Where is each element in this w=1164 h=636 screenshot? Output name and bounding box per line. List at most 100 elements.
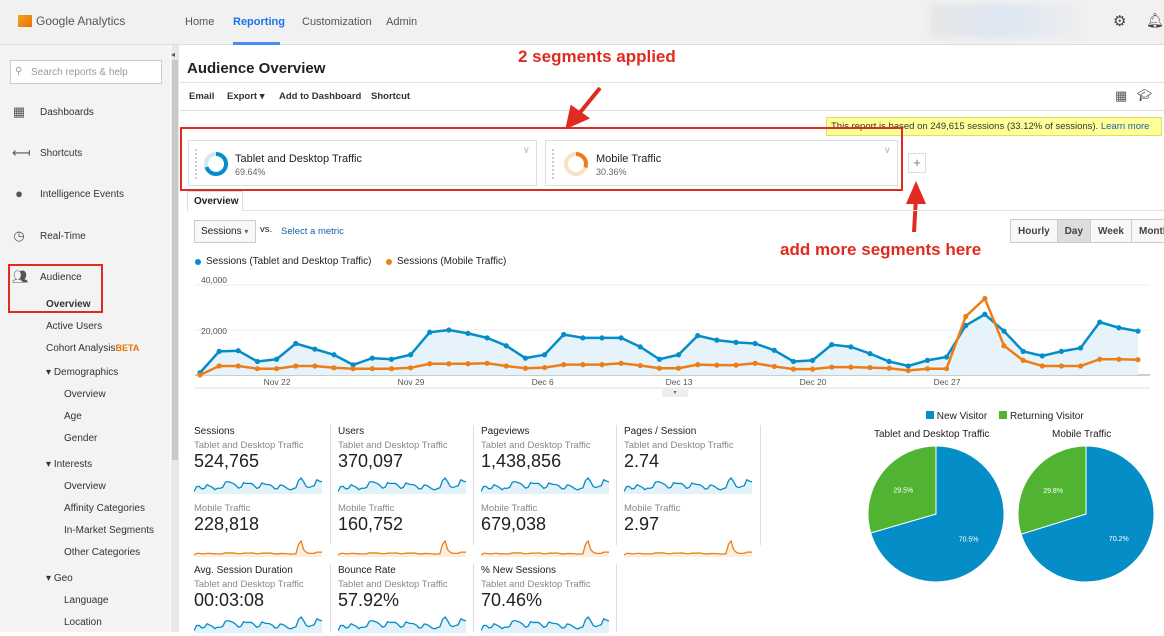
data-point[interactable]	[427, 361, 433, 367]
data-point[interactable]	[350, 362, 356, 368]
sidebar-active-users[interactable]: Active Users	[46, 321, 103, 332]
data-point[interactable]	[829, 364, 835, 370]
data-point[interactable]	[905, 363, 911, 369]
data-point[interactable]	[848, 364, 854, 370]
data-point[interactable]	[561, 362, 567, 368]
data-point[interactable]	[235, 363, 241, 369]
data-point[interactable]	[580, 362, 586, 368]
data-point[interactable]	[924, 366, 931, 372]
sidebar-demographics[interactable]: ▾ Demographics	[46, 367, 119, 378]
data-point[interactable]	[541, 352, 548, 358]
legend-mobile[interactable]: Sessions (Mobile Traffic)	[386, 256, 506, 267]
sidebar-location[interactable]: Location	[64, 617, 102, 628]
data-point[interactable]	[561, 331, 567, 338]
data-point[interactable]	[407, 365, 414, 371]
sidebar-audience-overview[interactable]: Overview	[46, 299, 91, 310]
chart-resize-handle[interactable]: ▾	[662, 389, 688, 397]
data-point[interactable]	[369, 355, 375, 361]
data-point[interactable]	[809, 357, 816, 363]
sidebar-interests[interactable]: ▾ Interests	[46, 459, 93, 470]
data-point[interactable]	[465, 330, 471, 336]
sidebar-item-intelligence-events[interactable]: ● Intelligence Events	[12, 187, 124, 201]
segment-card-tablet-desktop[interactable]: Tablet and Desktop Traffic 69.64% ∨	[188, 140, 537, 186]
pie-slice-new-visitor[interactable]	[870, 445, 1005, 583]
sidebar-other-categories[interactable]: Other Categories	[64, 547, 141, 558]
data-point[interactable]	[369, 366, 375, 372]
data-point[interactable]	[943, 354, 950, 360]
sidebar-cohort-analysis[interactable]: Cohort AnalysisBETA	[46, 343, 139, 354]
sidebar-item-shortcuts[interactable]: ⟻ Shortcuts	[12, 146, 82, 160]
metric-bounce-rate[interactable]: Bounce Rate Tablet and Desktop Traffic 5…	[337, 565, 478, 636]
data-point[interactable]	[714, 337, 720, 343]
learn-more-link[interactable]: Learn more	[1100, 121, 1150, 132]
legend-tablet-desktop[interactable]: Sessions (Tablet and Desktop Traffic)	[195, 256, 371, 267]
data-point[interactable]	[541, 364, 548, 371]
hourly-button[interactable]: Hourly	[1011, 220, 1057, 242]
day-button[interactable]: Day	[1056, 220, 1091, 242]
sidebar-age[interactable]: Age	[64, 411, 82, 422]
nav-home[interactable]: Home	[185, 16, 215, 28]
data-point[interactable]	[407, 352, 414, 358]
data-point[interactable]	[503, 343, 509, 349]
data-point[interactable]	[1020, 357, 1026, 363]
data-point[interactable]	[446, 327, 452, 333]
chevron-down-icon[interactable]: ∨	[883, 145, 891, 156]
sidebar-language[interactable]: Language	[64, 595, 109, 606]
week-button[interactable]: Week	[1090, 220, 1131, 242]
data-point[interactable]	[1116, 356, 1122, 362]
data-point[interactable]	[312, 346, 318, 352]
data-point[interactable]	[503, 363, 509, 369]
data-point[interactable]	[618, 335, 624, 341]
data-point[interactable]	[197, 372, 203, 378]
data-point[interactable]	[1039, 363, 1045, 369]
data-point[interactable]	[790, 366, 797, 372]
data-point[interactable]	[656, 365, 663, 371]
data-point[interactable]	[1077, 345, 1084, 351]
data-point[interactable]	[312, 363, 318, 369]
data-point[interactable]	[1097, 356, 1103, 362]
data-point[interactable]	[1001, 328, 1007, 334]
data-point[interactable]	[599, 362, 605, 368]
metric-sessions[interactable]: Sessions Tablet and Desktop Traffic 524,…	[193, 426, 334, 560]
data-point[interactable]	[254, 366, 261, 372]
data-point[interactable]	[465, 361, 471, 367]
sidebar-affinity[interactable]: Affinity Categories	[64, 503, 145, 514]
legend-returning-visitor[interactable]: Returning Visitor	[999, 411, 1084, 422]
data-point[interactable]	[1039, 353, 1045, 359]
data-point[interactable]	[484, 360, 490, 366]
data-point[interactable]	[1135, 357, 1141, 363]
nav-admin[interactable]: Admin	[386, 16, 418, 28]
tab-overview[interactable]: Overview	[187, 191, 243, 211]
sidebar-item-audience[interactable]: 👥︎ Audience	[12, 270, 82, 284]
data-point[interactable]	[235, 348, 241, 354]
data-point[interactable]	[675, 352, 682, 358]
data-point[interactable]	[1077, 363, 1084, 369]
search-input[interactable]: Search reports & help	[10, 60, 162, 84]
pie-slice-returning-visitor[interactable]	[1017, 445, 1087, 535]
data-point[interactable]	[618, 360, 624, 366]
data-point[interactable]	[809, 366, 816, 372]
sidebar-interests-overview[interactable]: Overview	[64, 481, 106, 492]
ga-logo[interactable]: Google Analytics	[18, 14, 125, 28]
data-point[interactable]	[331, 365, 337, 371]
data-point[interactable]	[1058, 363, 1065, 369]
data-point[interactable]	[388, 366, 395, 372]
data-point[interactable]	[273, 366, 280, 372]
data-point[interactable]	[254, 358, 261, 365]
data-point[interactable]	[1116, 325, 1122, 331]
legend-new-visitor[interactable]: New Visitor	[926, 411, 987, 422]
data-point[interactable]	[522, 365, 529, 371]
data-point[interactable]	[331, 352, 337, 358]
sidebar-item-real-time[interactable]: ◷ Real-Time	[12, 229, 85, 243]
data-point[interactable]	[216, 363, 222, 369]
data-point[interactable]	[1097, 319, 1103, 325]
data-point[interactable]	[1001, 343, 1007, 349]
data-point[interactable]	[924, 357, 931, 363]
data-point[interactable]	[695, 362, 701, 368]
add-segment-button[interactable]: +	[908, 153, 926, 173]
data-point[interactable]	[771, 363, 777, 370]
data-point[interactable]	[293, 363, 299, 369]
add-to-dashboard-button[interactable]: Add to Dashboard	[279, 91, 362, 102]
data-point[interactable]	[829, 342, 835, 348]
data-point[interactable]	[484, 335, 490, 341]
